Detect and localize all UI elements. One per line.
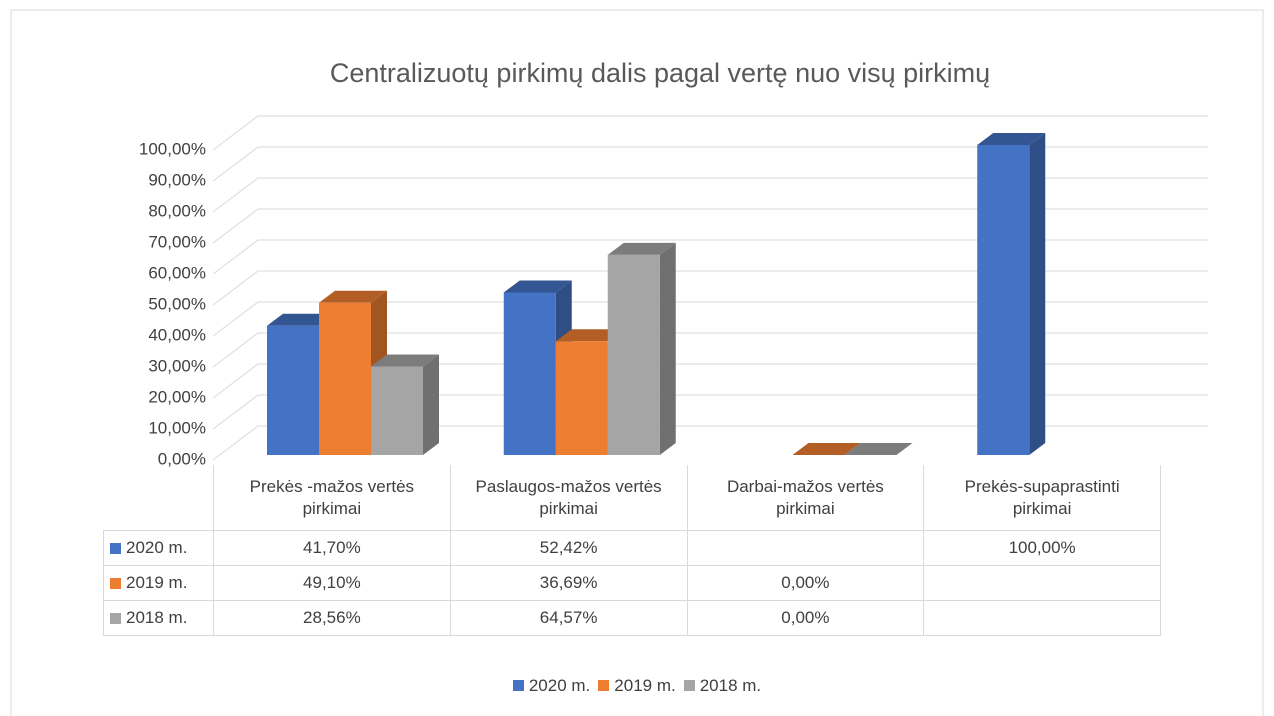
table-cell: 100,00% (923, 530, 1161, 566)
bar-top (371, 354, 439, 367)
grid-line (212, 394, 1208, 430)
bar (844, 443, 913, 455)
table-cell (686, 530, 925, 566)
bar-side (1029, 133, 1046, 455)
grid-line (212, 363, 1208, 399)
grid-line (212, 425, 1208, 461)
table-cell: 0,00% (686, 600, 925, 636)
grid-line (212, 208, 1208, 244)
bar-top (267, 313, 335, 326)
grid-line (212, 301, 1208, 337)
bar-side (423, 354, 439, 455)
bar-top (503, 280, 572, 293)
row-label: 2019 m. (126, 573, 188, 592)
legend-swatch (683, 680, 695, 691)
bar-front (977, 145, 1030, 455)
bar-top (977, 133, 1046, 145)
table-cell: 41,70% (213, 530, 451, 566)
grid-line (212, 146, 1208, 182)
bar-front (555, 341, 608, 455)
chart-border (10, 9, 1264, 716)
bar (977, 133, 1046, 455)
chart-title: Centralizuotų pirkimų dalis pagal vertę … (330, 58, 990, 88)
legend-label: 2020 m. (528, 676, 591, 695)
table-cell (923, 565, 1161, 601)
legend-item: 2018 m. (683, 676, 762, 695)
legend-label: 2019 m. (614, 676, 676, 695)
legend-swatch (110, 577, 121, 589)
table-row-label: 2019 m. (103, 565, 214, 601)
y-tick-label: 70,00% (148, 232, 206, 251)
table-header-cell: Darbai-mažos vertės pirkimai (686, 465, 925, 531)
legend: 2020 m. 2019 m. 2018 m. (0, 676, 1274, 696)
table-header-cell: Paslaugos-mažos vertės pirkimai (449, 465, 688, 531)
table-cell: 36,69% (449, 565, 688, 601)
grid-line (212, 239, 1208, 275)
y-tick-label: 30,00% (148, 356, 206, 375)
y-tick-label: 60,00% (148, 263, 206, 282)
legend-item: 2020 m. (512, 676, 591, 695)
grid-line (212, 177, 1208, 213)
y-tick-label: 10,00% (148, 418, 206, 437)
bar-front (607, 254, 660, 455)
bar-side (659, 242, 676, 455)
y-tick-label: 50,00% (148, 294, 206, 313)
table-row-label: 2020 m. (103, 530, 214, 566)
bar-top (319, 290, 387, 303)
legend-swatch (110, 542, 121, 554)
table-header-cell: Prekės -mažos vertės pirkimai (213, 465, 451, 531)
grid-line (212, 115, 1208, 151)
y-tick-label: 40,00% (148, 325, 206, 344)
y-tick-label: 0,00% (158, 449, 206, 468)
grid-line (212, 332, 1208, 368)
table-cell: 0,00% (686, 565, 925, 601)
bar-front (503, 292, 556, 455)
bar-top (844, 443, 913, 455)
table-cell: 64,57% (449, 600, 688, 636)
table-row-label: 2018 m. (103, 600, 214, 636)
y-tick-label: 20,00% (148, 387, 206, 406)
bar-top (607, 242, 676, 255)
y-tick-label: 100,00% (139, 139, 206, 158)
bar-top (555, 329, 624, 342)
table-cell: 49,10% (213, 565, 451, 601)
legend-swatch (110, 612, 121, 624)
table-cell (923, 600, 1161, 636)
legend-swatch (512, 680, 524, 691)
bar (371, 354, 439, 455)
table-header-cell: Prekės-supaprastinti pirkimai (923, 465, 1161, 531)
legend-swatch (598, 680, 610, 691)
row-label: 2018 m. (126, 608, 188, 627)
legend-label: 2018 m. (699, 676, 762, 695)
bar-top (792, 443, 861, 455)
bar-front (371, 366, 423, 455)
y-tick-label: 80,00% (148, 201, 206, 220)
table-cell: 52,42% (449, 530, 688, 566)
bar-front (267, 325, 319, 455)
row-label: 2020 m. (126, 538, 188, 557)
bar (607, 242, 676, 455)
y-tick-label: 90,00% (148, 170, 206, 189)
grid-line (212, 270, 1208, 306)
legend-item: 2019 m. (598, 676, 676, 695)
bar-front (319, 302, 371, 455)
table-cell: 28,56% (213, 600, 451, 636)
bar (792, 443, 861, 455)
